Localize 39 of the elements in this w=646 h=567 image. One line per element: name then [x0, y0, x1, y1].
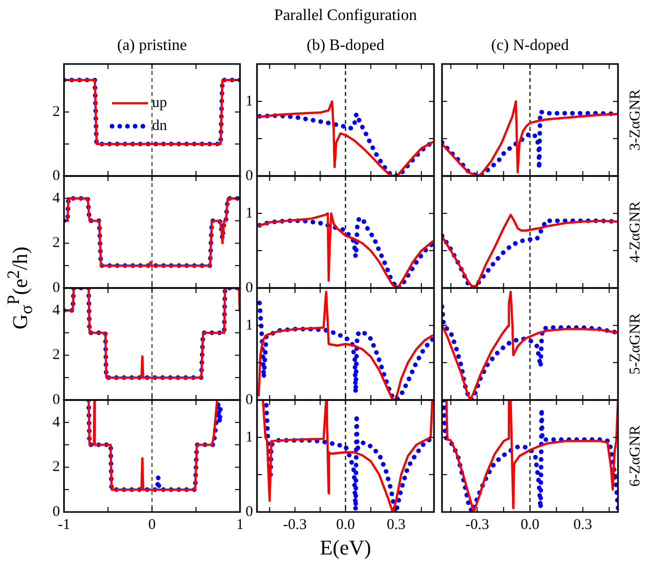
y-tick-label: 0 — [52, 168, 60, 184]
y-tick-label: 2 — [52, 347, 60, 364]
legend-label: dn — [152, 118, 168, 134]
line-series — [257, 112, 434, 176]
legend-label: up — [152, 95, 167, 112]
y-tick-label: 1 — [246, 429, 253, 446]
x-tick-label: 0.3 — [386, 516, 406, 533]
chart-subtitle: (a) pristine — [117, 37, 187, 55]
x-tick-label: -0.3 — [465, 516, 490, 533]
y-tick-label: 4 — [52, 190, 60, 206]
x-tick-label: 0.0 — [520, 516, 540, 533]
x-tick-label: -1 — [58, 516, 70, 533]
y-tick-label: 2 — [52, 459, 60, 476]
y-tick-label: 4 — [52, 302, 60, 318]
y-tick-label: 0 — [52, 280, 60, 296]
text: 6-ZαGNR — [628, 425, 644, 487]
y-tick-label: 2 — [52, 104, 60, 120]
y-tick-label: 0 — [52, 504, 60, 520]
x-tick-label: 0.0 — [336, 516, 355, 533]
y-tick-label: 0 — [246, 392, 253, 408]
y-tick-label: 0 — [246, 504, 253, 520]
text: 5-ZαGNR — [628, 313, 644, 375]
y-tick-label: 4 — [52, 414, 60, 430]
chart-subtitle: (b) B-doped — [306, 37, 384, 55]
y-tick-label: 0 — [246, 168, 253, 184]
y-tick-label: 1 — [246, 205, 253, 222]
y-tick-label: 2 — [52, 235, 60, 252]
x-axis-title: E(eV) — [320, 536, 372, 560]
x-tick-label: 0 — [148, 516, 156, 533]
y-tick-label: 1 — [246, 93, 253, 110]
x-tick-label: 0.3 — [573, 516, 592, 533]
y-tick-label: 0 — [246, 280, 253, 296]
chart-title: Parallel Configuration — [274, 7, 417, 25]
text: 3-ZαGNR — [628, 89, 644, 151]
x-tick-label: -0.3 — [283, 516, 307, 533]
text: 4-ZαGNR — [628, 201, 644, 263]
y-tick-label: 1 — [246, 317, 253, 334]
y-tick-label: 0 — [52, 392, 60, 408]
chart-subtitle: (c) N-doped — [491, 37, 569, 55]
